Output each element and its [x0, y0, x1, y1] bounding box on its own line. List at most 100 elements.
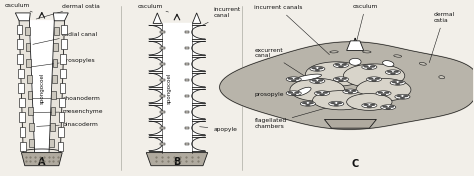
Bar	[160, 111, 164, 113]
Bar	[26, 59, 31, 67]
Circle shape	[318, 67, 323, 69]
Bar	[18, 83, 24, 93]
Circle shape	[323, 92, 328, 93]
Ellipse shape	[349, 58, 361, 65]
Circle shape	[370, 104, 375, 106]
Text: A: A	[38, 157, 46, 167]
Circle shape	[394, 71, 399, 73]
Bar	[61, 39, 67, 49]
Polygon shape	[149, 137, 162, 151]
Bar	[185, 95, 190, 97]
Text: radial canal: radial canal	[33, 32, 97, 44]
Ellipse shape	[346, 94, 392, 110]
Polygon shape	[149, 41, 162, 55]
Bar	[18, 69, 24, 78]
Ellipse shape	[286, 91, 301, 96]
Polygon shape	[191, 105, 205, 119]
Circle shape	[288, 92, 293, 93]
Text: incurrent canals: incurrent canals	[255, 5, 329, 55]
Polygon shape	[219, 42, 474, 129]
Circle shape	[364, 104, 368, 106]
Ellipse shape	[394, 55, 401, 57]
Bar	[27, 75, 32, 83]
Bar	[59, 112, 64, 122]
Ellipse shape	[419, 62, 426, 65]
Circle shape	[397, 95, 401, 97]
Text: dermal
ostia: dermal ostia	[429, 12, 455, 63]
Text: apopyle: apopyle	[200, 127, 237, 132]
Circle shape	[367, 106, 372, 108]
Bar	[25, 27, 30, 35]
Circle shape	[302, 102, 307, 104]
Circle shape	[386, 108, 391, 109]
Circle shape	[370, 66, 375, 67]
Bar	[185, 63, 190, 65]
Ellipse shape	[383, 61, 394, 67]
Bar	[20, 127, 26, 137]
Circle shape	[318, 80, 323, 81]
Text: excurrent
canal: excurrent canal	[255, 48, 305, 76]
Text: pinacoderm: pinacoderm	[36, 122, 98, 127]
Text: B: B	[173, 157, 181, 167]
Text: osculum: osculum	[353, 4, 378, 44]
Bar	[51, 91, 56, 99]
Circle shape	[292, 94, 296, 95]
Ellipse shape	[295, 87, 311, 96]
Ellipse shape	[313, 91, 369, 110]
Ellipse shape	[310, 66, 325, 71]
Bar	[28, 107, 33, 115]
Circle shape	[295, 92, 300, 93]
Polygon shape	[146, 153, 208, 166]
Circle shape	[378, 92, 383, 93]
Circle shape	[312, 67, 317, 69]
Polygon shape	[149, 105, 162, 119]
Ellipse shape	[328, 101, 344, 106]
Bar	[160, 31, 164, 33]
Bar	[185, 127, 190, 129]
Circle shape	[317, 92, 321, 93]
Bar	[160, 143, 164, 145]
Polygon shape	[324, 120, 376, 128]
Circle shape	[295, 78, 300, 80]
Bar	[53, 43, 58, 51]
Bar	[54, 27, 59, 35]
Bar	[17, 39, 23, 49]
Ellipse shape	[356, 78, 411, 101]
Bar	[52, 75, 57, 83]
Bar	[160, 95, 164, 97]
Ellipse shape	[439, 76, 445, 79]
Bar	[20, 142, 26, 151]
Circle shape	[319, 94, 324, 95]
Circle shape	[292, 80, 296, 81]
Polygon shape	[191, 25, 205, 39]
Text: incurrent
canal: incurrent canal	[201, 8, 241, 26]
Text: mesenchyme: mesenchyme	[33, 109, 103, 114]
Circle shape	[312, 80, 317, 81]
Circle shape	[351, 90, 356, 92]
Circle shape	[389, 106, 394, 108]
Ellipse shape	[395, 94, 410, 99]
Bar	[19, 98, 25, 107]
Text: spongocoel: spongocoel	[167, 72, 172, 104]
Circle shape	[306, 104, 310, 106]
Polygon shape	[149, 89, 162, 103]
Text: C: C	[352, 159, 359, 169]
Circle shape	[387, 71, 392, 73]
Ellipse shape	[294, 74, 321, 81]
Bar	[19, 112, 25, 122]
Circle shape	[338, 80, 343, 81]
Text: prosopyle: prosopyle	[255, 92, 319, 97]
Ellipse shape	[376, 91, 391, 96]
Circle shape	[345, 90, 349, 92]
Polygon shape	[191, 121, 205, 135]
Ellipse shape	[343, 64, 405, 88]
Polygon shape	[15, 13, 30, 21]
Bar	[18, 54, 23, 64]
Bar	[29, 139, 34, 147]
Circle shape	[334, 104, 338, 106]
Text: spongocoel: spongocoel	[39, 72, 44, 104]
Ellipse shape	[306, 62, 367, 86]
Polygon shape	[346, 41, 364, 51]
Text: osculum: osculum	[4, 3, 32, 12]
Bar	[185, 143, 190, 145]
